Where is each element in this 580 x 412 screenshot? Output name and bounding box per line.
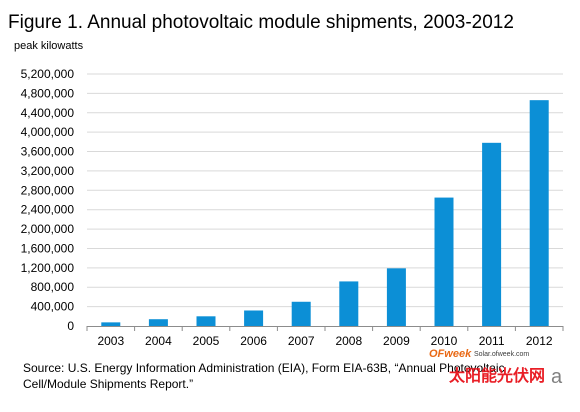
y-tick-label: 2,000,000 (21, 222, 75, 236)
y-tick-label: 800,000 (31, 280, 75, 294)
watermark: OFweek Solar.ofweek.com 太阳能光伏网 a (429, 348, 563, 388)
y-tick-label: 5,200,000 (21, 67, 75, 81)
bar-2004 (148, 319, 168, 326)
x-tick-label: 2008 (335, 334, 362, 348)
y-tick-label: 4,800,000 (21, 86, 75, 100)
y-tick-label: 1,600,000 (21, 241, 75, 255)
y-tick-label: 3,200,000 (21, 164, 75, 178)
y-axis-ticks: 0 400,000 800,000 1,200,000 1,600,000 2,000,0… (21, 67, 75, 333)
chart-title: Figure 1. Annual photovoltaic module shi… (8, 12, 514, 33)
y-tick-label: 400,000 (31, 300, 75, 314)
source-note-line-1: Source: U.S. Energy Information Administ… (23, 361, 505, 375)
bar-2011 (482, 142, 502, 326)
bar-2005 (196, 316, 216, 326)
gridlines (87, 73, 563, 308)
y-tick-label: 2,400,000 (21, 203, 75, 217)
bar-2009 (386, 268, 406, 326)
x-tick-label: 2004 (145, 334, 172, 348)
y-tick-label: 3,600,000 (21, 145, 75, 159)
y-tick-label: 4,000,000 (21, 125, 75, 139)
watermark-chinese-text: 太阳能光伏网 (448, 366, 545, 385)
x-tick-label: 2012 (526, 334, 553, 348)
bar-2006 (244, 310, 264, 326)
y-tick-label: 0 (67, 319, 74, 333)
x-tick-label: 2006 (240, 334, 267, 348)
x-tick-label: 2010 (431, 334, 458, 348)
x-tick-label: 2005 (193, 334, 220, 348)
bar-2003 (101, 322, 121, 326)
bars (101, 100, 549, 327)
y-tick-label: 1,200,000 (21, 261, 75, 275)
source-note-line-2: Cell/Module Shipments Report.” (23, 377, 193, 391)
watermark-url: Solar.ofweek.com (474, 351, 529, 358)
x-tick-label: 2009 (383, 334, 410, 348)
watermark-logo: OFweek (429, 348, 472, 360)
y-axis-unit-label: peak kilowatts (14, 40, 84, 52)
x-tick-label: 2011 (479, 334, 505, 348)
eia-mark: a (551, 366, 563, 388)
x-tick-label: 2003 (97, 334, 124, 348)
bar-2012 (529, 100, 549, 327)
bar-2008 (339, 281, 359, 326)
y-tick-label: 4,400,000 (21, 106, 75, 120)
x-tick-label: 2007 (288, 334, 315, 348)
bar-2010 (434, 197, 454, 326)
y-tick-label: 2,800,000 (21, 183, 75, 197)
x-axis-ticks: 2003 2004 2005 2006 2007 2008 2009 2010 2011 2012 (86, 326, 564, 348)
bar-2007 (291, 301, 311, 326)
